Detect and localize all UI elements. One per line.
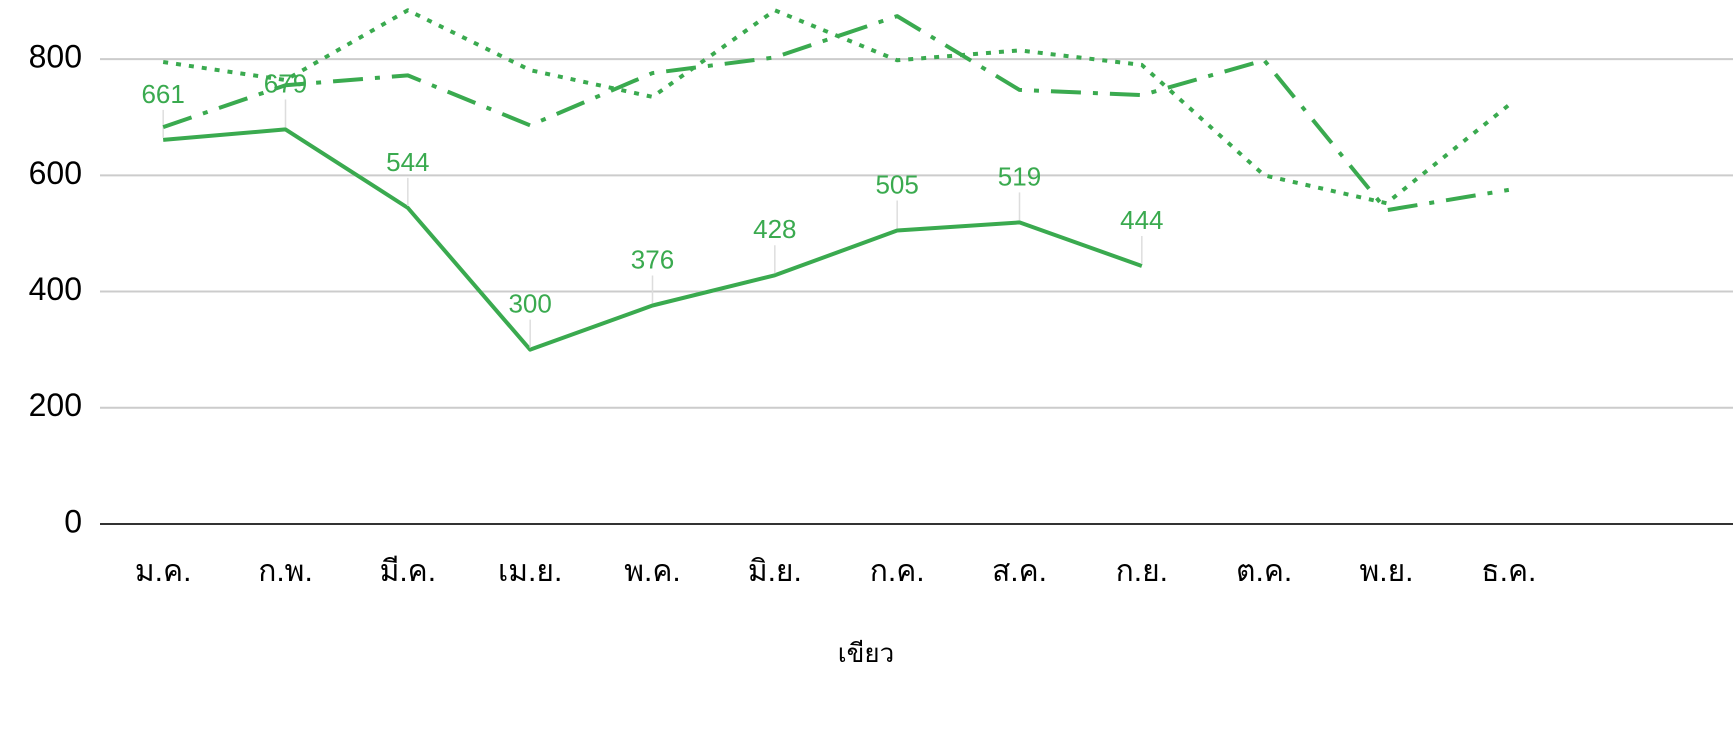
x-tick-label: ส.ค. bbox=[992, 555, 1047, 588]
data-label: 544 bbox=[386, 147, 429, 177]
line-series bbox=[162, 14, 1510, 213]
y-tick-label: 800 bbox=[29, 39, 82, 75]
x-tick-label: ม.ค. bbox=[135, 555, 192, 588]
x-tick-label: ต.ค. bbox=[1236, 555, 1292, 588]
x-tick-label: ก.ค. bbox=[870, 555, 925, 588]
line-series bbox=[162, 127, 1143, 352]
data-label: 661 bbox=[141, 79, 184, 109]
line-series bbox=[162, 8, 1511, 206]
y-tick-label: 600 bbox=[29, 155, 82, 191]
data-label: 444 bbox=[1120, 205, 1163, 235]
x-tick-label: มี.ค. bbox=[380, 555, 437, 588]
x-tick-label: พ.ค. bbox=[624, 555, 681, 588]
data-label: 428 bbox=[753, 214, 796, 244]
data-label: 505 bbox=[875, 169, 918, 199]
y-tick-label: 400 bbox=[29, 271, 82, 307]
data-label: 519 bbox=[998, 161, 1041, 191]
x-tick-label: มิ.ย. bbox=[748, 555, 802, 588]
x-tick-label: ก.พ. bbox=[258, 555, 313, 588]
y-tick-label: 200 bbox=[29, 387, 82, 423]
x-tick-label: ก.ย. bbox=[1116, 555, 1168, 588]
y-tick-label: 0 bbox=[64, 503, 82, 539]
data-label: 300 bbox=[508, 289, 551, 319]
x-tick-label: เม.ย. bbox=[498, 555, 562, 588]
x-tick-label: พ.ย. bbox=[1359, 555, 1413, 588]
data-label: 376 bbox=[631, 244, 674, 274]
x-tick-label: ธ.ค. bbox=[1481, 555, 1536, 588]
x-axis-title: เขียว bbox=[838, 638, 895, 668]
